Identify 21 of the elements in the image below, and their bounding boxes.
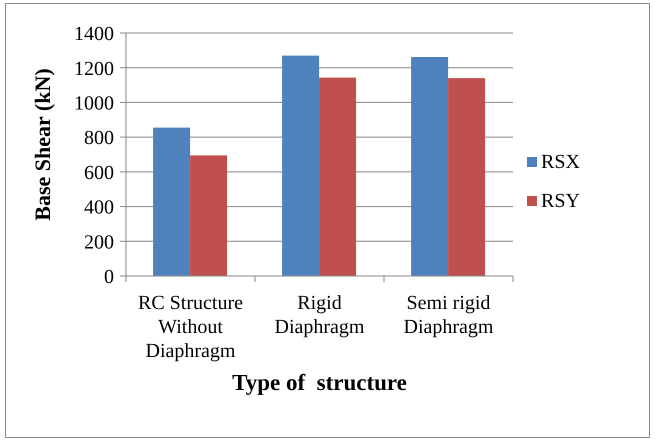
x-tick-label: Semi rigid Diaphragm [404,292,494,338]
x-tick-label: RC Structure Without Diaphragm [138,292,244,362]
bar [153,128,190,276]
y-axis-title: Base Shear (kN) [30,68,55,221]
y-tick-label: 0 [104,266,114,288]
y-tick-label: 600 [84,162,114,184]
bar [411,56,448,276]
bar [448,78,486,276]
y-tick-label: 200 [84,231,114,254]
x-axis-title: Type of structure [232,370,407,395]
legend-label: RSX [541,150,580,174]
bar [319,78,356,276]
x-tick-label: Rigid Diaphragm [274,292,365,338]
y-tick-label: 1400 [74,23,114,46]
y-tick-label: 1000 [74,92,114,115]
bar [190,155,228,276]
y-tick-label: 1200 [74,58,114,80]
bar [282,56,320,276]
y-tick-label: 400 [84,196,114,219]
y-tick-label: 800 [84,127,114,150]
legend-label: RSY [541,190,580,212]
